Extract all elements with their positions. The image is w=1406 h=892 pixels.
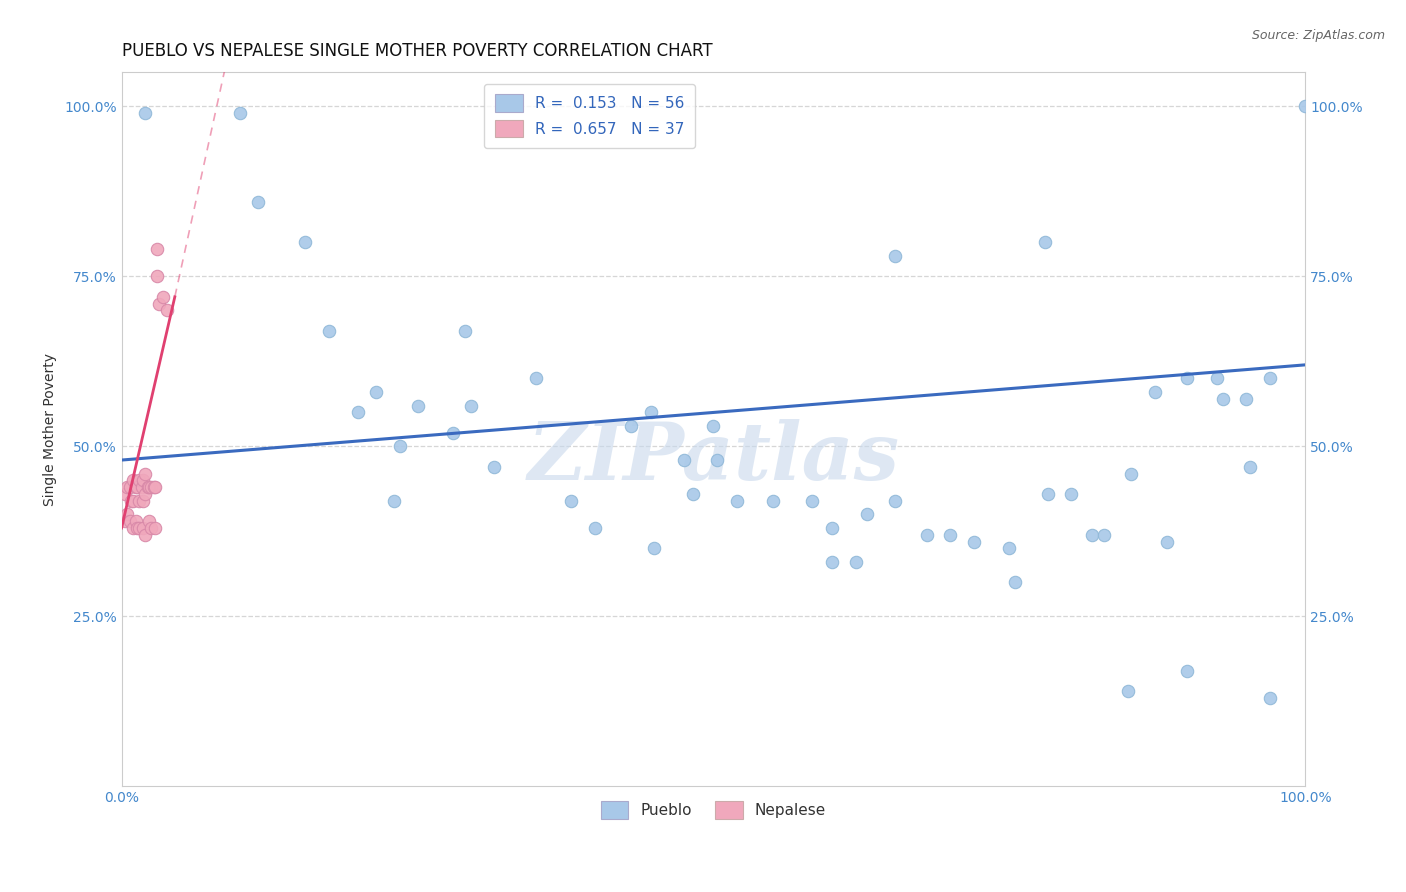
Point [1175,664,1198,678]
Point [963,534,986,549]
Point [1205,371,1227,385]
Point [762,493,785,508]
Point [146,242,169,256]
Point [125,521,148,535]
Point [640,405,662,419]
Point [229,106,252,120]
Point [1234,392,1257,406]
Point [143,521,166,535]
Point [364,385,387,400]
Point [114,487,136,501]
Point [382,493,405,508]
Point [388,440,411,454]
Point [142,480,165,494]
Point [143,480,166,494]
Point [318,324,340,338]
Point [1033,235,1056,250]
Point [939,528,962,542]
Point [998,541,1021,556]
Point [141,521,163,535]
Point [125,480,148,494]
Point [134,467,156,481]
Point [132,521,155,535]
Point [134,487,156,501]
Point [148,296,170,310]
Point [1258,371,1281,385]
Point [800,493,823,508]
Point [1294,99,1316,113]
Point [128,521,150,535]
Point [155,303,177,318]
Point [560,493,582,508]
Point [454,324,477,338]
Text: ZIPatlas: ZIPatlas [527,419,900,497]
Point [117,480,139,494]
Point [141,480,163,494]
Point [915,528,938,542]
Point [1144,385,1167,400]
Point [844,555,866,569]
Point [856,508,879,522]
Point [1116,684,1139,698]
Point [117,508,139,522]
Point [122,521,145,535]
Point [1060,487,1083,501]
Point [134,106,156,120]
Point [1175,371,1198,385]
Point [1239,459,1261,474]
Legend: Pueblo, Nepalese: Pueblo, Nepalese [595,796,832,825]
Y-axis label: Single Mother Poverty: Single Mother Poverty [44,353,58,506]
Point [672,453,695,467]
Text: Source: ZipAtlas.com: Source: ZipAtlas.com [1251,29,1385,42]
Point [1121,467,1143,481]
Point [620,419,643,434]
Point [138,480,160,494]
Point [136,480,159,494]
Point [643,541,665,556]
Point [1212,392,1234,406]
Point [484,459,506,474]
Point [1092,528,1115,542]
Point [702,419,724,434]
Point [128,474,150,488]
Point [883,493,905,508]
Point [1258,691,1281,706]
Point [120,493,142,508]
Point [1004,575,1026,590]
Point [725,493,748,508]
Point [132,493,155,508]
Point [347,405,370,419]
Point [131,480,153,494]
Point [134,528,156,542]
Point [821,555,844,569]
Point [821,521,844,535]
Point [441,425,464,440]
Point [682,487,704,501]
Point [294,235,316,250]
Point [406,399,429,413]
Point [128,493,150,508]
Point [152,290,174,304]
Point [132,474,155,488]
Point [1081,528,1104,542]
Point [125,480,148,494]
Point [118,514,141,528]
Point [122,474,145,488]
Point [125,514,148,528]
Point [460,399,482,413]
Point [114,514,136,528]
Point [524,371,547,385]
Point [246,194,269,209]
Point [118,480,141,494]
Point [138,514,160,528]
Point [122,493,145,508]
Text: PUEBLO VS NEPALESE SINGLE MOTHER POVERTY CORRELATION CHART: PUEBLO VS NEPALESE SINGLE MOTHER POVERTY… [121,42,713,60]
Point [883,249,905,263]
Point [1038,487,1060,501]
Point [1156,534,1178,549]
Point [583,521,606,535]
Point [146,269,169,284]
Point [706,453,728,467]
